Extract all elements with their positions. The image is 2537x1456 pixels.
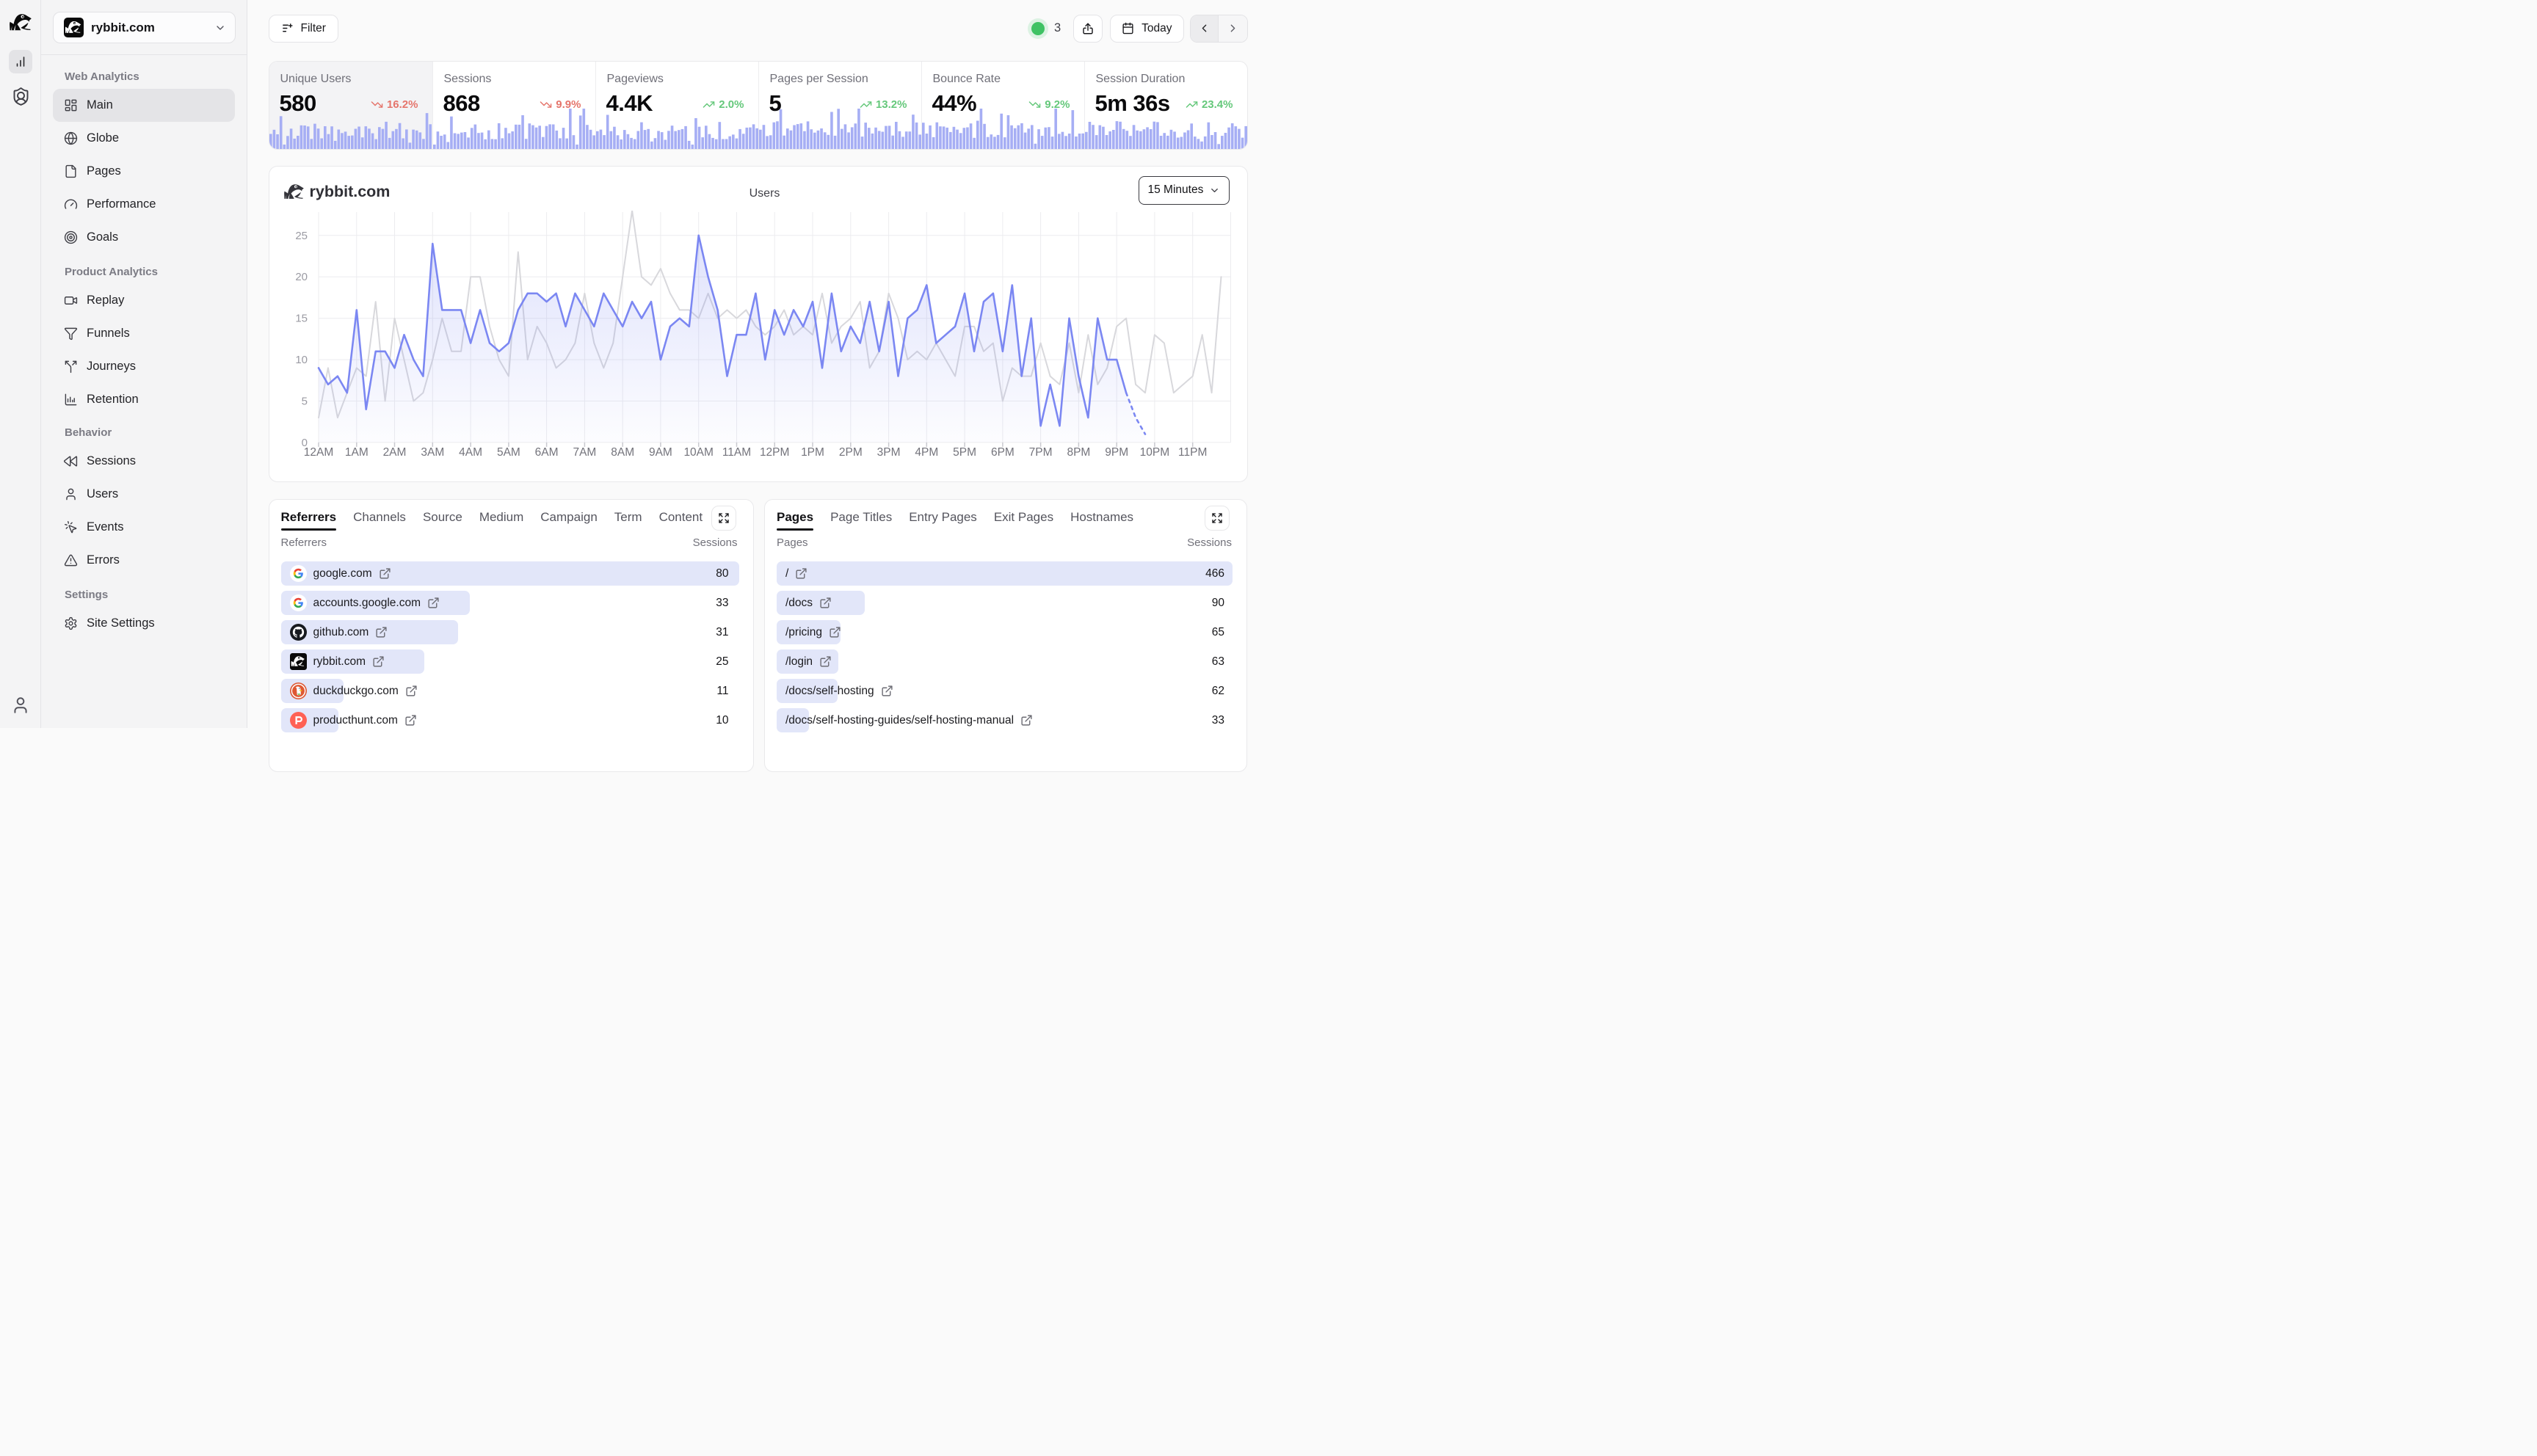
- svg-text:10: 10: [295, 354, 308, 366]
- svg-text:7AM: 7AM: [573, 446, 596, 459]
- svg-text:5: 5: [301, 396, 307, 408]
- svg-text:20: 20: [295, 271, 308, 283]
- svg-text:25: 25: [295, 230, 308, 242]
- svg-text:11AM: 11AM: [722, 446, 750, 459]
- svg-text:8PM: 8PM: [1067, 446, 1090, 459]
- svg-text:5AM: 5AM: [496, 446, 520, 459]
- svg-text:3PM: 3PM: [876, 446, 900, 459]
- svg-text:12AM: 12AM: [303, 446, 333, 459]
- svg-text:12PM: 12PM: [759, 446, 789, 459]
- svg-text:4AM: 4AM: [459, 446, 482, 459]
- svg-text:0: 0: [301, 437, 307, 449]
- svg-text:2PM: 2PM: [838, 446, 862, 459]
- svg-text:2AM: 2AM: [382, 446, 406, 459]
- svg-text:9AM: 9AM: [648, 446, 672, 459]
- svg-text:3AM: 3AM: [421, 446, 444, 459]
- svg-text:10AM: 10AM: [683, 446, 714, 459]
- svg-text:8AM: 8AM: [611, 446, 634, 459]
- svg-text:9PM: 9PM: [1105, 446, 1128, 459]
- svg-text:11PM: 11PM: [1178, 446, 1207, 459]
- svg-text:5PM: 5PM: [953, 446, 976, 459]
- svg-text:10PM: 10PM: [1139, 446, 1169, 459]
- svg-text:4PM: 4PM: [915, 446, 938, 459]
- svg-text:7PM: 7PM: [1028, 446, 1052, 459]
- svg-text:1AM: 1AM: [344, 446, 368, 459]
- svg-text:6AM: 6AM: [534, 446, 558, 459]
- svg-text:1PM: 1PM: [801, 446, 824, 459]
- svg-text:15: 15: [295, 313, 308, 325]
- svg-text:6PM: 6PM: [990, 446, 1014, 459]
